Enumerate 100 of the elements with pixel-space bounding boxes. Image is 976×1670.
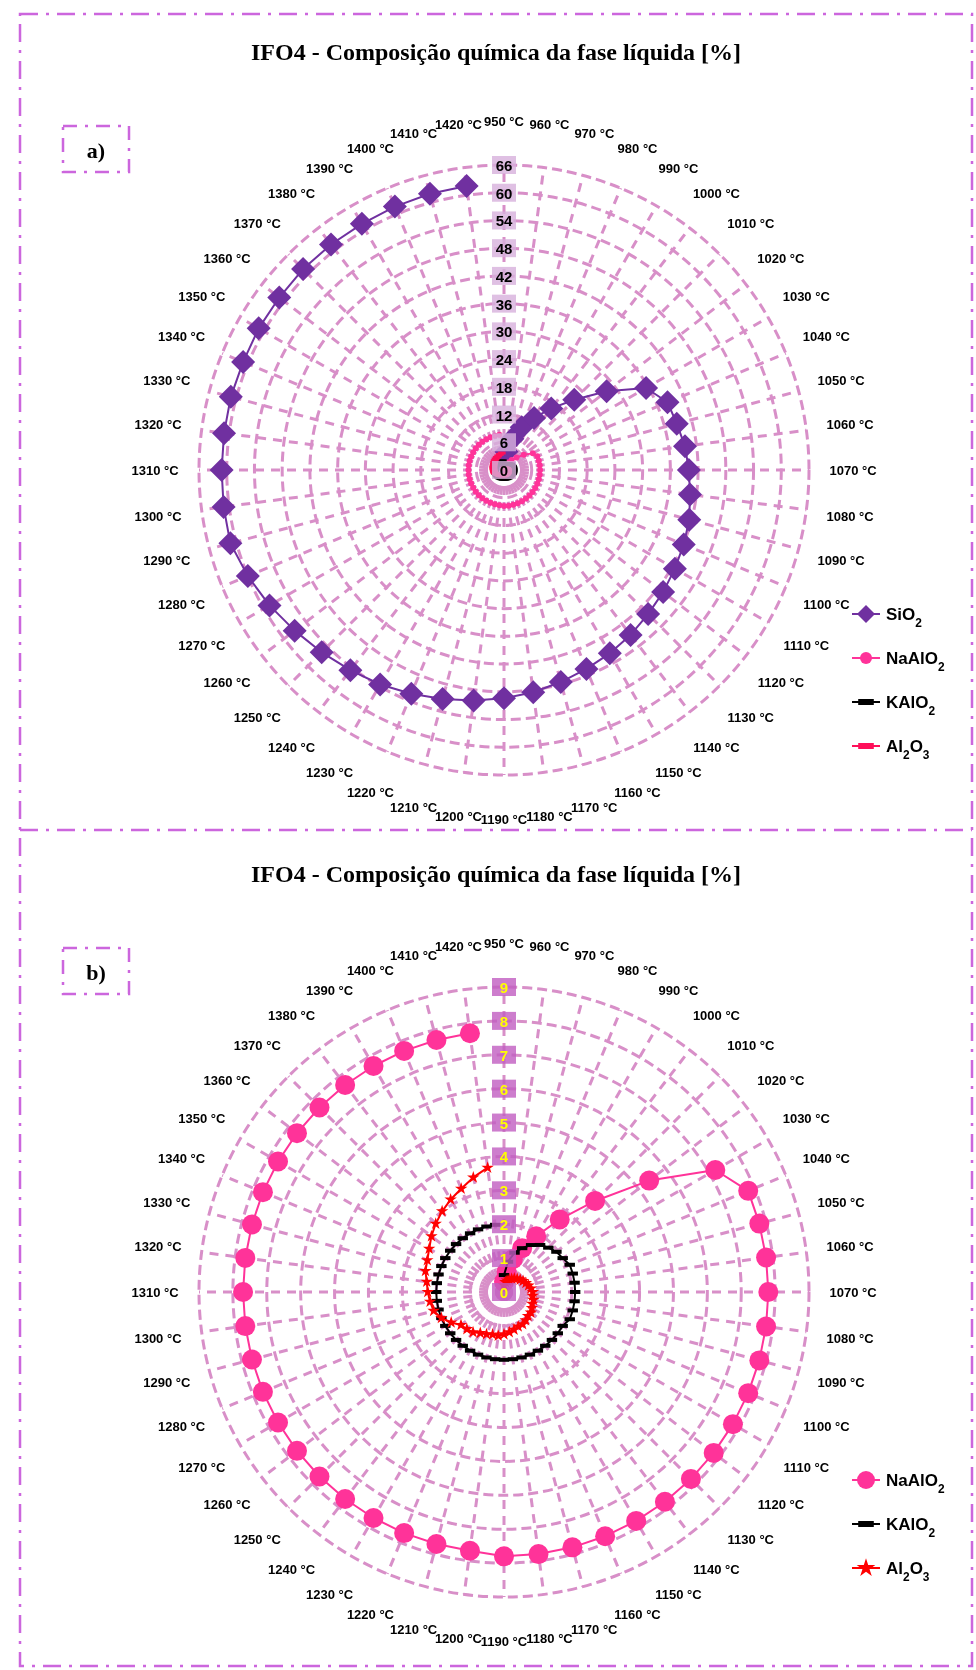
- y-tick-label: 6: [499, 1080, 509, 1098]
- spoke-label: 1140 °C: [693, 1561, 741, 1577]
- spoke-label: 990 °C: [658, 160, 700, 176]
- spoke-label: 1010 °C: [727, 216, 775, 232]
- spoke-label: 1040 °C: [802, 329, 851, 345]
- spoke-label: 1230 °C: [305, 1587, 354, 1603]
- spoke-label: 1260 °C: [203, 1497, 252, 1513]
- y-tick-label: 7: [499, 1046, 509, 1064]
- spoke-label: 1130 °C: [727, 1531, 775, 1547]
- spoke-label: 990 °C: [658, 982, 700, 998]
- spoke-label: 1270 °C: [178, 637, 226, 653]
- y-tick-label: 54: [495, 212, 513, 230]
- spoke-label: 1380 °C: [267, 186, 316, 202]
- spoke-label: 1390 °C: [305, 160, 354, 176]
- spoke-label: 1020 °C: [757, 1072, 806, 1088]
- spoke-label: 1090 °C: [817, 553, 866, 569]
- spoke-label: 1220 °C: [346, 785, 395, 801]
- y-tick-label: 6: [499, 434, 509, 452]
- spoke-label: 1220 °C: [346, 1607, 395, 1623]
- spoke-label: 970 °C: [574, 947, 615, 963]
- spoke-label: 1370 °C: [233, 216, 282, 232]
- spoke-label: 1290 °C: [143, 1375, 192, 1391]
- spoke-label: 1170 °C: [571, 800, 619, 816]
- y-tick-label: 4: [499, 1148, 509, 1166]
- y-tick-label: 5: [499, 1114, 509, 1132]
- spoke-label: 1050 °C: [817, 372, 866, 388]
- spoke-label: 1080 °C: [826, 1330, 875, 1346]
- spoke-label: 1030 °C: [782, 288, 831, 304]
- spoke-label: 1280 °C: [158, 596, 206, 612]
- legend-label: NaAlO$_{2}$: [886, 1471, 945, 1496]
- spoke-label: 1070 °C: [829, 463, 878, 478]
- spoke-label: 1100 °C: [803, 1418, 851, 1434]
- y-tick-label: 2: [499, 1216, 509, 1234]
- spoke-label: 1290 °C: [143, 553, 192, 569]
- spoke-label: 1350 °C: [178, 288, 226, 304]
- spoke-label: 980 °C: [617, 140, 659, 156]
- y-tick-label: 12: [495, 406, 513, 424]
- spoke-label: 1090 °C: [817, 1375, 866, 1391]
- spoke-label: 1330 °C: [143, 1194, 192, 1210]
- y-tick-label: 8: [499, 1012, 509, 1030]
- spoke-label: 1340 °C: [158, 329, 206, 345]
- y-tick-label: 48: [495, 240, 513, 258]
- spoke-label: 1300 °C: [134, 1330, 183, 1346]
- spoke-label: 1190 °C: [480, 1634, 528, 1649]
- spoke-label: 980 °C: [617, 962, 659, 978]
- spoke-label: 1010 °C: [727, 1038, 775, 1054]
- spoke-label: 1020 °C: [757, 250, 806, 266]
- spoke-label: 1280 °C: [158, 1418, 206, 1434]
- y-tick-label: 60: [495, 184, 513, 202]
- spoke-label: 1170 °C: [571, 1622, 619, 1638]
- legend-label: Al$_{2}$O$_{3}$: [886, 737, 930, 762]
- spoke-label: 1060 °C: [826, 1239, 875, 1255]
- spoke-label: 1120 °C: [757, 675, 805, 691]
- spoke-label: 1190 °C: [480, 812, 528, 827]
- spoke-label: 1230 °C: [305, 765, 354, 781]
- legend-label: KAlO$_{2}$: [886, 1515, 936, 1540]
- spoke-label: 1360 °C: [203, 250, 252, 266]
- spoke-label: 1140 °C: [693, 739, 741, 755]
- chart-title: IFO4 - Composição química da fase líquida [%]: [250, 861, 742, 887]
- spoke-label: 1340 °C: [158, 1151, 206, 1167]
- spoke-label: 1370 °C: [233, 1038, 282, 1054]
- y-tick-label: 42: [495, 267, 513, 285]
- spoke-label: 960 °C: [529, 938, 571, 954]
- chart-title: IFO4 - Composição química da fase líquida [%]: [250, 39, 742, 65]
- spoke-label: 1360 °C: [203, 1072, 252, 1088]
- spoke-label: 1250 °C: [233, 709, 282, 725]
- y-tick-label: 0: [499, 1284, 509, 1301]
- spoke-label: 1310 °C: [131, 1285, 180, 1300]
- spoke-label: 1400 °C: [346, 140, 395, 156]
- spoke-label: 1070 °C: [829, 1285, 878, 1300]
- y-tick-label: 9: [499, 979, 509, 996]
- spoke-label: 1320 °C: [134, 417, 183, 433]
- spoke-label: 1240 °C: [267, 739, 316, 755]
- spoke-label: 1390 °C: [305, 982, 354, 998]
- spoke-label: 1400 °C: [346, 962, 395, 978]
- spoke-label: 1060 °C: [826, 417, 875, 433]
- spoke-label: 1250 °C: [233, 1531, 282, 1547]
- spoke-label: 950 °C: [484, 114, 525, 129]
- spoke-label: 1310 °C: [131, 463, 180, 478]
- spoke-label: 1300 °C: [134, 508, 183, 524]
- legend-label: Al$_{2}$O$_{3}$: [886, 1559, 930, 1584]
- spoke-label: 970 °C: [574, 125, 615, 141]
- spoke-label: 1150 °C: [655, 765, 703, 781]
- spoke-label: 1350 °C: [178, 1110, 226, 1126]
- spoke-label: 1110 °C: [783, 1459, 830, 1475]
- y-tick-label: 3: [499, 1182, 509, 1200]
- spoke-label: 1120 °C: [757, 1497, 805, 1513]
- spoke-label: 1160 °C: [614, 1607, 662, 1623]
- spoke-label: 1130 °C: [727, 709, 775, 725]
- spoke-label: 1160 °C: [614, 785, 662, 801]
- spoke-label: 1150 °C: [655, 1587, 703, 1603]
- spoke-label: 1000 °C: [692, 186, 741, 202]
- y-tick-label: 1: [499, 1250, 509, 1268]
- y-tick-label: 18: [495, 378, 513, 396]
- spoke-label: 1320 °C: [134, 1239, 183, 1255]
- spoke-label: 1050 °C: [817, 1194, 866, 1210]
- legend-label: KAlO$_{2}$: [886, 693, 936, 718]
- text: a): [86, 138, 106, 163]
- spoke-label: 1330 °C: [143, 372, 192, 388]
- y-tick-label: 0: [499, 462, 509, 479]
